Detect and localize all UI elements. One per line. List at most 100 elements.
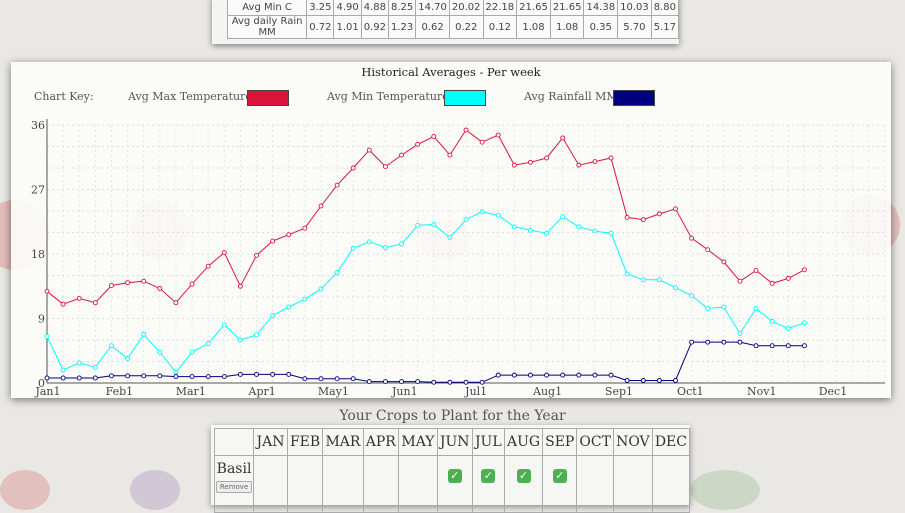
- month-header: MAY: [398, 428, 438, 456]
- data-point: [173, 300, 179, 306]
- crop-month-cell: [362, 455, 400, 513]
- data-point: [656, 378, 662, 383]
- data-point: [689, 235, 695, 241]
- monthly-value-cell: 3.25: [306, 0, 335, 16]
- series-line-0: [46, 129, 805, 305]
- data-point: [801, 267, 807, 273]
- x-tick-label: Aug1: [532, 385, 562, 398]
- data-point: [608, 155, 614, 161]
- data-point: [511, 372, 517, 378]
- data-point: [447, 379, 453, 385]
- data-point: [60, 301, 66, 307]
- data-point: [463, 127, 469, 133]
- data-point: [592, 228, 598, 234]
- melon-decoration: [690, 470, 760, 510]
- data-point: [141, 331, 147, 337]
- monthly-averages-table: Avg Min C 3.25 4.90 4.88 8.25 14.70 20.02 22.18…: [226, 0, 680, 39]
- data-point: [592, 159, 598, 165]
- data-point: [286, 304, 292, 310]
- data-point: [463, 379, 469, 385]
- data-point: [189, 281, 195, 287]
- data-point: [495, 132, 501, 138]
- data-point: [753, 306, 759, 311]
- checkmark-icon: ✓: [447, 469, 462, 483]
- data-point: [463, 217, 469, 223]
- monthly-value-cell: 0.22: [448, 15, 484, 39]
- x-tick-label: Nov1: [747, 385, 776, 398]
- data-point: [366, 379, 372, 385]
- monthly-value-cell: 21.65: [516, 0, 551, 16]
- crops-calendar-table: JAN FEB MAR APR MAY JUN JUL AUG SEP OCT NOV DEC Basi…: [213, 428, 691, 513]
- data-point: [560, 135, 566, 141]
- apple-decoration: [0, 470, 50, 510]
- chart-key-label: Chart Key:: [34, 90, 94, 103]
- data-point: [366, 239, 372, 245]
- data-point: [157, 373, 163, 379]
- data-point: [109, 343, 114, 349]
- data-point: [60, 375, 66, 381]
- data-point: [221, 374, 227, 379]
- month-header: JUL: [471, 428, 505, 456]
- data-point: [624, 214, 630, 220]
- y-tick-label: 0: [38, 377, 45, 390]
- month-header: FEB: [286, 428, 324, 456]
- data-point: [656, 277, 662, 283]
- data-point: [350, 245, 356, 251]
- data-point: [189, 374, 195, 379]
- month-header: DEC: [651, 428, 691, 456]
- data-point: [60, 367, 66, 373]
- data-point: [302, 296, 308, 302]
- data-point: [318, 376, 324, 382]
- data-point: [576, 372, 582, 378]
- x-tick-label: Sep1: [605, 385, 633, 398]
- monthly-row: Avg daily Rain MM 0.72 1.01 0.92 1.23 0.62 0.2…: [226, 15, 680, 39]
- data-point: [705, 247, 711, 253]
- crops-header-row: JAN FEB MAR APR MAY JUN JUL AUG SEP OCT NOV DEC: [213, 428, 691, 456]
- crops-section-title: Your Crops to Plant for the Year: [339, 408, 566, 424]
- monthly-value-cell: 21.65: [549, 0, 585, 16]
- data-point: [769, 343, 775, 349]
- data-point: [44, 375, 50, 381]
- data-point: [221, 322, 227, 328]
- y-tick-label: 27: [31, 184, 45, 197]
- data-point: [624, 271, 630, 277]
- historical-chart-panel: Historical Averages - Per week Chart Key…: [11, 62, 891, 398]
- monthly-value-cell: 0.92: [360, 15, 389, 39]
- month-header: MAR: [322, 428, 364, 456]
- month-header: APR: [362, 428, 400, 456]
- data-point: [801, 343, 807, 349]
- data-point: [221, 250, 227, 256]
- x-tick-label: May1: [318, 385, 349, 398]
- data-point: [125, 280, 131, 286]
- monthly-value-cell: 0.35: [583, 15, 619, 39]
- remove-crop-button[interactable]: Remove: [215, 481, 253, 493]
- legend-rainfall-label: Avg Rainfall MM:: [524, 90, 622, 103]
- data-point: [205, 374, 211, 379]
- month-header: JUN: [436, 428, 473, 456]
- data-point: [528, 227, 533, 233]
- legend-min-temp-swatch: [444, 90, 486, 106]
- data-point: [592, 372, 598, 378]
- data-point: [640, 277, 646, 283]
- checkmark-icon: ✓: [481, 469, 496, 483]
- data-point: [785, 343, 791, 349]
- data-point: [544, 372, 550, 378]
- data-point: [399, 379, 404, 385]
- monthly-value-cell: 1.01: [333, 15, 362, 39]
- data-point: [237, 337, 243, 343]
- legend-min-temp-label: Avg Min Temperature:: [327, 90, 453, 103]
- data-point: [205, 263, 211, 269]
- data-point: [334, 270, 340, 276]
- data-point: [399, 241, 404, 247]
- monthly-value-cell: 8.25: [387, 0, 417, 16]
- data-point: [92, 300, 98, 306]
- data-point: [350, 376, 356, 382]
- monthly-value-cell: 4.90: [333, 0, 362, 16]
- monthly-value-cell: 5.17: [650, 15, 680, 39]
- data-point: [205, 341, 211, 347]
- crop-month-cell: ✓: [471, 455, 505, 513]
- monthly-value-cell: 0.62: [415, 15, 450, 39]
- data-point: [382, 164, 388, 170]
- data-point: [76, 360, 82, 366]
- data-point: [92, 375, 98, 381]
